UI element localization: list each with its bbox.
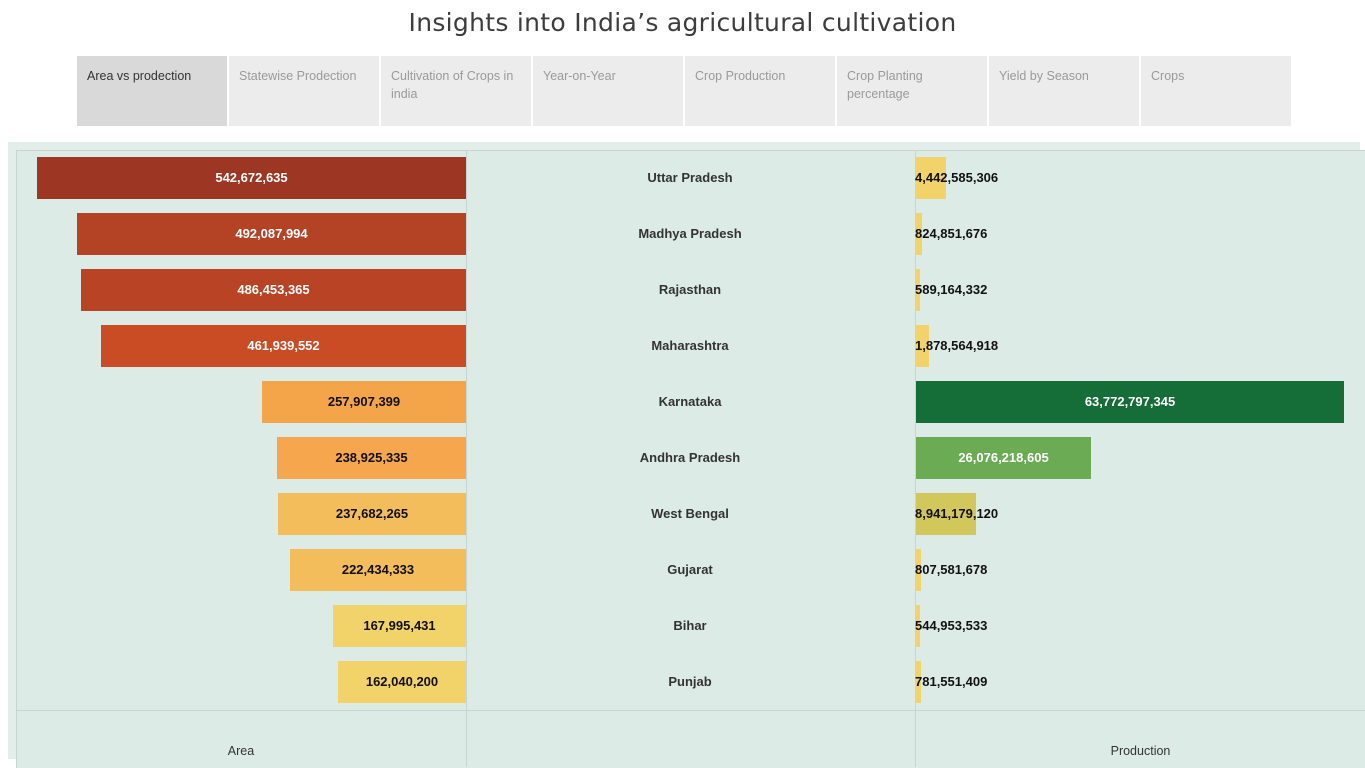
area-value-label: 542,672,635	[215, 170, 287, 185]
area-bar	[262, 381, 466, 423]
production-value-label: 824,851,676	[915, 226, 987, 241]
state-label: Andhra Pradesh	[640, 450, 740, 465]
production-value-label: 544,953,533	[915, 618, 987, 633]
dashboard-title: Insights into India’s agricultural culti…	[408, 8, 957, 37]
tab-yield-by-season[interactable]: Yield by Season	[989, 56, 1139, 126]
tab-year-on-year[interactable]: Year-on-Year	[533, 56, 683, 126]
area-value-label: 486,453,365	[237, 282, 309, 297]
production-value-label: 26,076,218,605	[958, 450, 1048, 465]
area-bar	[37, 157, 466, 199]
area-value-label: 167,995,431	[363, 618, 435, 633]
tab-statewise-production[interactable]: Statewise Prodection	[229, 56, 379, 126]
pane-divider-left	[466, 150, 467, 767]
state-label: Punjab	[668, 674, 711, 689]
area-value-label: 461,939,552	[247, 338, 319, 353]
pane-divider-right	[915, 150, 916, 767]
area-bar	[338, 661, 466, 703]
area-bar	[333, 605, 466, 647]
area-value-label: 162,040,200	[366, 674, 438, 689]
production-bar	[916, 325, 929, 367]
production-bar	[916, 549, 921, 591]
state-label: Gujarat	[667, 562, 713, 577]
production-value-label: 4,442,585,306	[915, 170, 998, 185]
area-value-label: 237,682,265	[336, 506, 408, 521]
area-bar	[278, 493, 466, 535]
area-value-label: 238,925,335	[335, 450, 407, 465]
area-value-label: 257,907,399	[328, 394, 400, 409]
x-axis-label-production: Production	[1110, 744, 1171, 758]
area-bar	[101, 325, 466, 367]
area-bar	[277, 437, 466, 479]
area-bar	[81, 269, 466, 311]
state-label: Rajasthan	[659, 282, 721, 297]
state-label: Maharashtra	[651, 338, 729, 353]
tab-cultivation-of-crops[interactable]: Cultivation of Crops in india	[381, 56, 531, 126]
area-value-label: 222,434,333	[342, 562, 414, 577]
tab-area-vs-production[interactable]: Area vs prodection	[77, 56, 227, 126]
production-bar	[916, 213, 922, 255]
production-value-label: 589,164,332	[915, 282, 987, 297]
tab-bar: Area vs prodection Statewise Prodection …	[77, 56, 1293, 126]
x-axis-label-area: Area	[227, 744, 255, 758]
area-bar	[77, 213, 466, 255]
production-value-label: 8,941,179,120	[915, 506, 998, 521]
state-label: Karnataka	[659, 394, 723, 409]
production-bar	[916, 605, 920, 647]
production-bar	[916, 381, 1344, 423]
state-label: West Bengal	[651, 506, 729, 521]
production-bar	[916, 661, 921, 703]
area-bar	[290, 549, 466, 591]
production-bar	[916, 269, 920, 311]
axis-divider	[16, 710, 1365, 711]
tab-crops[interactable]: Crops	[1141, 56, 1291, 126]
production-value-label: 807,581,678	[915, 562, 987, 577]
production-bar	[916, 437, 1091, 479]
tab-crop-production[interactable]: Crop Production	[685, 56, 835, 126]
production-value-label: 781,551,409	[915, 674, 987, 689]
area-value-label: 492,087,994	[235, 226, 308, 241]
state-label: Uttar Pradesh	[647, 170, 732, 185]
state-label: Madhya Pradesh	[638, 226, 741, 241]
production-value-label: 63,772,797,345	[1085, 394, 1175, 409]
production-bar	[916, 493, 976, 535]
production-bar	[916, 157, 946, 199]
state-label: Bihar	[673, 618, 706, 633]
production-value-label: 1,878,564,918	[915, 338, 998, 353]
tab-crop-planting-percentage[interactable]: Crop Planting percentage	[837, 56, 987, 126]
